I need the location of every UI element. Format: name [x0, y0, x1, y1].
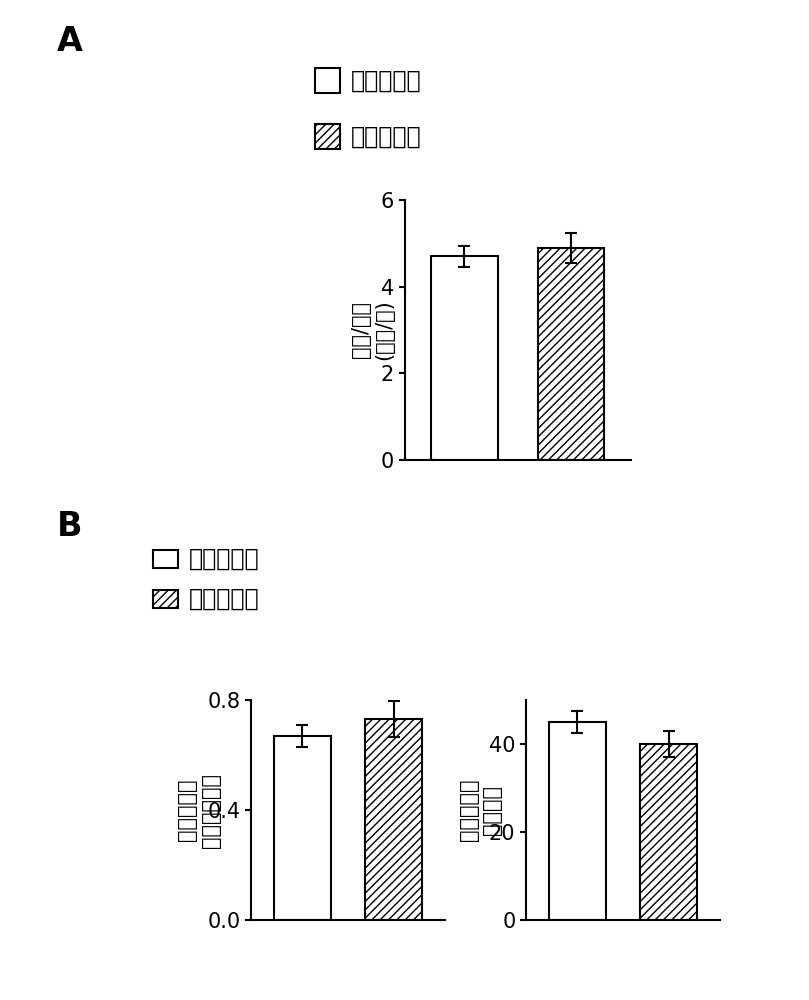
Bar	[153, 550, 178, 568]
Y-axis label: 左心室后壁
厅度（毫米）: 左心室后壁 厅度（毫米）	[177, 772, 221, 848]
Bar	[538, 248, 604, 460]
Text: 转基因小鼠: 转基因小鼠	[351, 124, 421, 148]
Bar	[153, 590, 178, 607]
Bar	[640, 744, 697, 920]
Text: A: A	[57, 25, 83, 58]
Text: B: B	[57, 510, 83, 543]
Bar	[273, 736, 331, 920]
Bar	[365, 719, 422, 920]
Text: 转基因小鼠: 转基因小鼠	[189, 587, 260, 611]
Y-axis label: 心脏/体重
(毫克/克): 心脏/体重 (毫克/克)	[351, 300, 394, 360]
Bar	[315, 68, 340, 93]
Bar	[315, 124, 340, 148]
Bar	[549, 722, 606, 920]
Text: 野生型小鼠: 野生型小鼠	[351, 68, 421, 92]
Y-axis label: 短轴缩短率
（毫米）: 短轴缩短率 （毫米）	[459, 779, 502, 841]
Bar	[431, 256, 498, 460]
Text: 野生型小鼠: 野生型小鼠	[189, 547, 260, 571]
